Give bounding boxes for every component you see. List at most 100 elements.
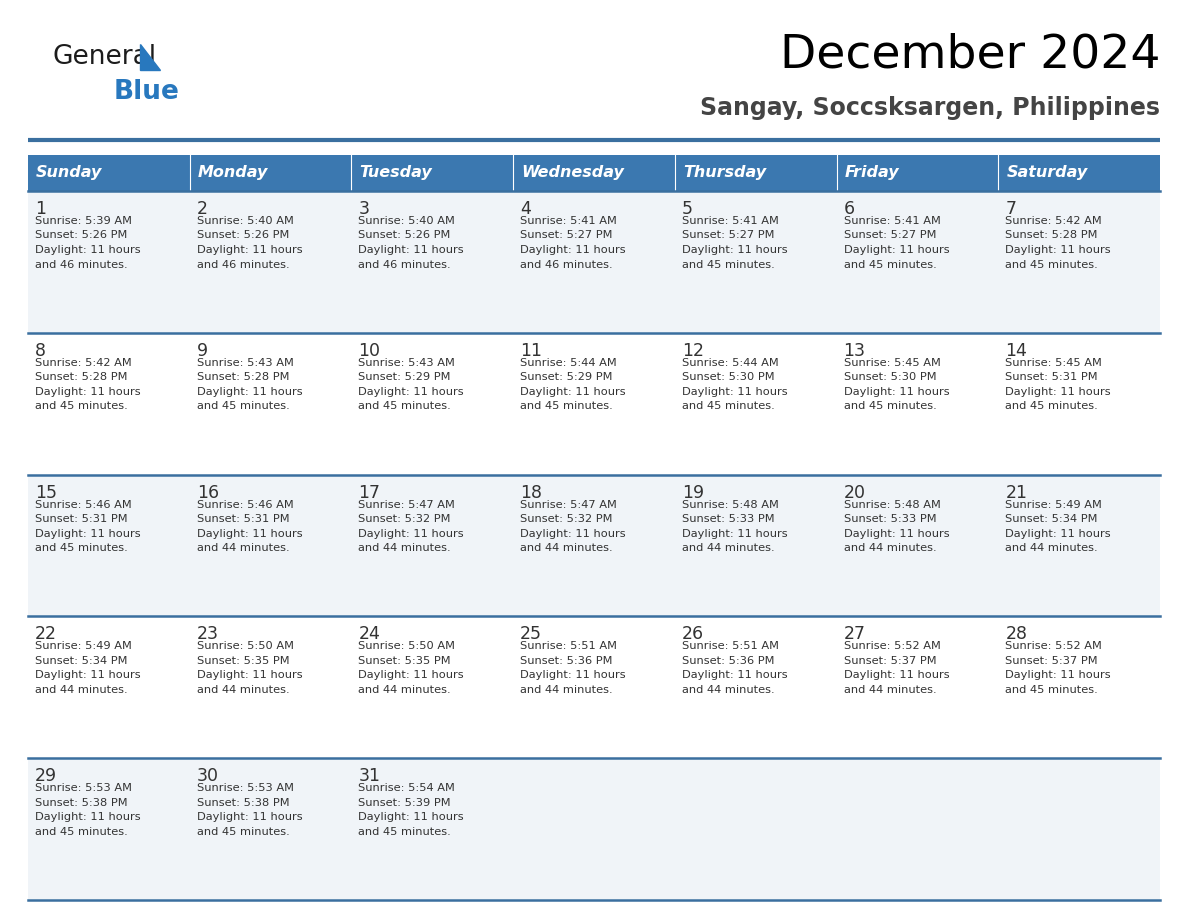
Text: and 45 minutes.: and 45 minutes. bbox=[359, 401, 451, 411]
Text: 27: 27 bbox=[843, 625, 866, 644]
Text: 7: 7 bbox=[1005, 200, 1016, 218]
Text: and 45 minutes.: and 45 minutes. bbox=[1005, 260, 1098, 270]
Bar bbox=[998, 475, 1159, 616]
Text: Wednesday: Wednesday bbox=[522, 165, 624, 181]
Text: Sunrise: 5:45 AM: Sunrise: 5:45 AM bbox=[843, 358, 941, 368]
Text: Sunset: 5:28 PM: Sunset: 5:28 PM bbox=[34, 373, 127, 382]
Text: 5: 5 bbox=[682, 200, 693, 218]
Bar bbox=[29, 333, 190, 475]
Text: Daylight: 11 hours: Daylight: 11 hours bbox=[843, 386, 949, 397]
Text: 30: 30 bbox=[197, 767, 219, 785]
Text: 3: 3 bbox=[359, 200, 369, 218]
Text: Daylight: 11 hours: Daylight: 11 hours bbox=[520, 670, 626, 680]
Bar bbox=[190, 191, 352, 333]
Text: and 44 minutes.: and 44 minutes. bbox=[359, 685, 451, 695]
Text: Sunrise: 5:50 AM: Sunrise: 5:50 AM bbox=[197, 642, 293, 652]
Text: Sunset: 5:35 PM: Sunset: 5:35 PM bbox=[359, 655, 451, 666]
Text: Daylight: 11 hours: Daylight: 11 hours bbox=[520, 529, 626, 539]
Bar bbox=[513, 616, 675, 758]
Text: Sunset: 5:38 PM: Sunset: 5:38 PM bbox=[197, 798, 290, 808]
Text: 25: 25 bbox=[520, 625, 542, 644]
Text: Sunset: 5:28 PM: Sunset: 5:28 PM bbox=[1005, 230, 1098, 241]
Text: 8: 8 bbox=[34, 341, 46, 360]
Bar bbox=[836, 155, 998, 191]
Text: 4: 4 bbox=[520, 200, 531, 218]
Text: Sunset: 5:34 PM: Sunset: 5:34 PM bbox=[1005, 514, 1098, 524]
Text: Sunrise: 5:52 AM: Sunrise: 5:52 AM bbox=[843, 642, 941, 652]
Text: Sunrise: 5:41 AM: Sunrise: 5:41 AM bbox=[520, 216, 617, 226]
Text: Sunrise: 5:45 AM: Sunrise: 5:45 AM bbox=[1005, 358, 1102, 368]
Polygon shape bbox=[140, 44, 160, 70]
Text: and 44 minutes.: and 44 minutes. bbox=[682, 543, 775, 554]
Bar bbox=[352, 616, 513, 758]
Text: Daylight: 11 hours: Daylight: 11 hours bbox=[34, 812, 140, 823]
Bar bbox=[352, 191, 513, 333]
Text: Daylight: 11 hours: Daylight: 11 hours bbox=[359, 529, 465, 539]
Text: Friday: Friday bbox=[845, 165, 899, 181]
Text: Sunset: 5:26 PM: Sunset: 5:26 PM bbox=[359, 230, 450, 241]
Text: Sunrise: 5:39 AM: Sunrise: 5:39 AM bbox=[34, 216, 132, 226]
Bar bbox=[836, 758, 998, 900]
Text: Daylight: 11 hours: Daylight: 11 hours bbox=[359, 386, 465, 397]
Text: 14: 14 bbox=[1005, 341, 1028, 360]
Text: Sunrise: 5:46 AM: Sunrise: 5:46 AM bbox=[197, 499, 293, 509]
Text: 11: 11 bbox=[520, 341, 542, 360]
Text: Sunset: 5:28 PM: Sunset: 5:28 PM bbox=[197, 373, 289, 382]
Text: Daylight: 11 hours: Daylight: 11 hours bbox=[520, 386, 626, 397]
Text: Sunrise: 5:42 AM: Sunrise: 5:42 AM bbox=[34, 358, 132, 368]
Bar bbox=[29, 475, 190, 616]
Text: Sunrise: 5:44 AM: Sunrise: 5:44 AM bbox=[520, 358, 617, 368]
Text: and 45 minutes.: and 45 minutes. bbox=[197, 401, 290, 411]
Text: General: General bbox=[52, 44, 156, 70]
Text: and 46 minutes.: and 46 minutes. bbox=[34, 260, 127, 270]
Text: Sunrise: 5:48 AM: Sunrise: 5:48 AM bbox=[682, 499, 778, 509]
Text: 2: 2 bbox=[197, 200, 208, 218]
Text: Daylight: 11 hours: Daylight: 11 hours bbox=[34, 529, 140, 539]
Text: and 45 minutes.: and 45 minutes. bbox=[197, 827, 290, 836]
Bar bbox=[190, 616, 352, 758]
Text: and 46 minutes.: and 46 minutes. bbox=[197, 260, 290, 270]
Text: Sunset: 5:34 PM: Sunset: 5:34 PM bbox=[34, 655, 127, 666]
Text: Sangay, Soccsksargen, Philippines: Sangay, Soccsksargen, Philippines bbox=[700, 96, 1159, 120]
Text: Sunrise: 5:40 AM: Sunrise: 5:40 AM bbox=[197, 216, 293, 226]
Text: and 45 minutes.: and 45 minutes. bbox=[682, 260, 775, 270]
Text: Daylight: 11 hours: Daylight: 11 hours bbox=[682, 670, 788, 680]
Text: Daylight: 11 hours: Daylight: 11 hours bbox=[682, 386, 788, 397]
Bar bbox=[352, 758, 513, 900]
Bar bbox=[352, 475, 513, 616]
Text: and 44 minutes.: and 44 minutes. bbox=[520, 685, 613, 695]
Text: Sunrise: 5:52 AM: Sunrise: 5:52 AM bbox=[1005, 642, 1102, 652]
Text: 10: 10 bbox=[359, 341, 380, 360]
Text: Sunrise: 5:43 AM: Sunrise: 5:43 AM bbox=[359, 358, 455, 368]
Text: Daylight: 11 hours: Daylight: 11 hours bbox=[1005, 529, 1111, 539]
Text: and 45 minutes.: and 45 minutes. bbox=[34, 401, 128, 411]
Text: Sunset: 5:27 PM: Sunset: 5:27 PM bbox=[520, 230, 613, 241]
Text: Daylight: 11 hours: Daylight: 11 hours bbox=[197, 245, 302, 255]
Bar bbox=[29, 155, 190, 191]
Text: Daylight: 11 hours: Daylight: 11 hours bbox=[197, 670, 302, 680]
Text: Daylight: 11 hours: Daylight: 11 hours bbox=[197, 529, 302, 539]
Bar bbox=[675, 616, 836, 758]
Text: and 46 minutes.: and 46 minutes. bbox=[359, 260, 451, 270]
Text: Daylight: 11 hours: Daylight: 11 hours bbox=[197, 386, 302, 397]
Text: and 45 minutes.: and 45 minutes. bbox=[520, 401, 613, 411]
Text: Sunset: 5:26 PM: Sunset: 5:26 PM bbox=[197, 230, 289, 241]
Text: 29: 29 bbox=[34, 767, 57, 785]
Text: Saturday: Saturday bbox=[1006, 165, 1087, 181]
Bar bbox=[675, 155, 836, 191]
Text: and 44 minutes.: and 44 minutes. bbox=[843, 685, 936, 695]
Bar bbox=[352, 155, 513, 191]
Text: Sunset: 5:39 PM: Sunset: 5:39 PM bbox=[359, 798, 451, 808]
Text: and 44 minutes.: and 44 minutes. bbox=[1005, 543, 1098, 554]
Bar bbox=[836, 475, 998, 616]
Bar bbox=[675, 475, 836, 616]
Bar bbox=[998, 191, 1159, 333]
Text: Sunrise: 5:47 AM: Sunrise: 5:47 AM bbox=[520, 499, 617, 509]
Bar bbox=[998, 155, 1159, 191]
Text: Sunset: 5:33 PM: Sunset: 5:33 PM bbox=[682, 514, 775, 524]
Text: Sunrise: 5:42 AM: Sunrise: 5:42 AM bbox=[1005, 216, 1102, 226]
Text: Sunrise: 5:54 AM: Sunrise: 5:54 AM bbox=[359, 783, 455, 793]
Text: Sunset: 5:36 PM: Sunset: 5:36 PM bbox=[682, 655, 775, 666]
Text: Daylight: 11 hours: Daylight: 11 hours bbox=[520, 245, 626, 255]
Text: and 44 minutes.: and 44 minutes. bbox=[843, 543, 936, 554]
